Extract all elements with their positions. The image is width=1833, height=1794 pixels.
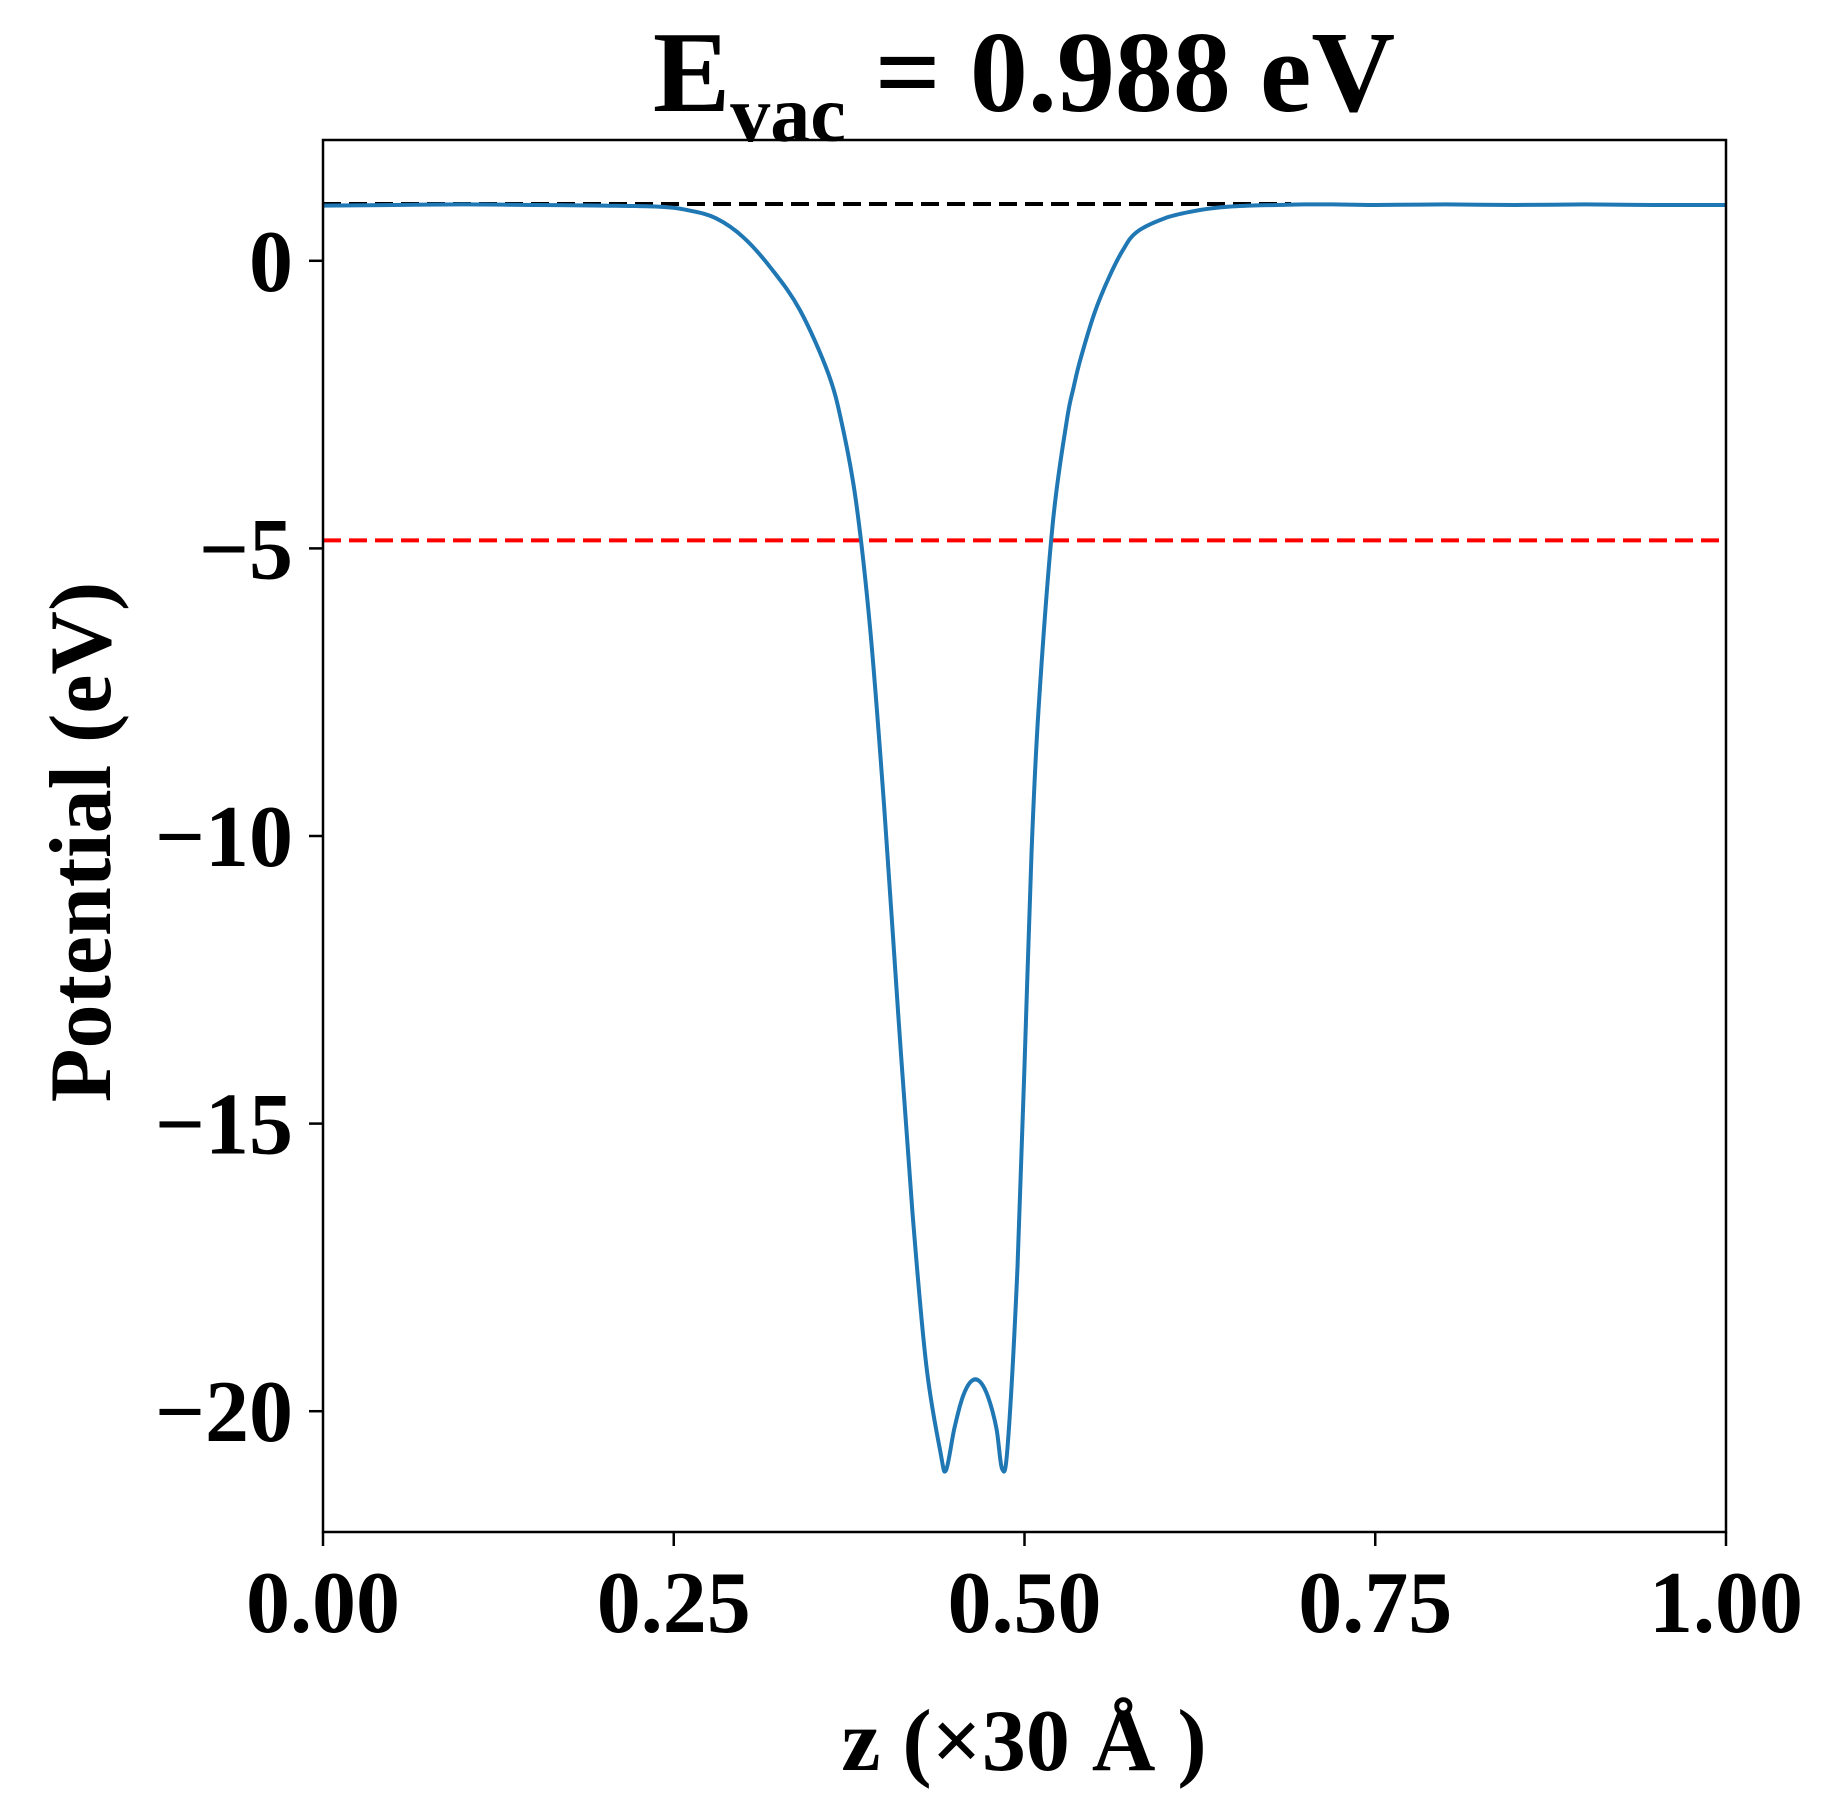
reference-lines: [323, 201, 1726, 543]
y-axis-label: Potential (eV): [33, 582, 130, 1102]
series-line-0: [322, 202, 1727, 1474]
chart-title-main: E: [653, 9, 730, 137]
axes-frame: [321, 138, 1728, 1534]
x-tick-label: 1.00: [1649, 1555, 1803, 1652]
x-axis-ticks: 0.00 0.25 0.50 0.75 1.00: [246, 1532, 1803, 1652]
chart-title-rest: = 0.988 eV: [846, 9, 1395, 137]
y-tick-label: −5: [199, 501, 293, 598]
x-tick-label: 0.00: [246, 1555, 400, 1652]
y-tick-label: −20: [155, 1364, 293, 1461]
y-tick-label: −10: [155, 789, 293, 886]
y-axis-ticks: 0 −5 −10 −15 −20: [155, 214, 323, 1461]
x-axis-label: z (×30 Å ): [841, 1693, 1206, 1790]
x-tick-label: 0.50: [948, 1555, 1102, 1652]
chart-title-subscript: vac: [730, 71, 846, 159]
x-tick-label: 0.25: [597, 1555, 751, 1652]
plot-area: 0.00 0.25 0.50 0.75 1.00 0 −5 −10 −15 −20: [155, 138, 1803, 1652]
y-tick-label: 0: [249, 214, 293, 311]
chart-title: Evac = 0.988 eV: [653, 9, 1395, 159]
series-layer: [322, 202, 1727, 1474]
y-tick-label: −15: [155, 1077, 293, 1174]
x-tick-label: 0.75: [1298, 1555, 1452, 1652]
